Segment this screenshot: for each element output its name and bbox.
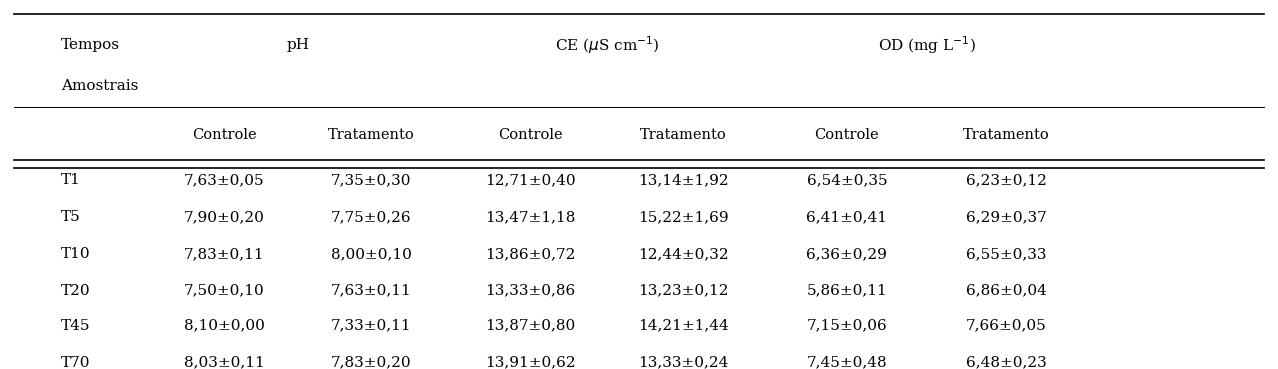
Text: 14,21±1,44: 14,21±1,44 xyxy=(638,319,728,333)
Text: 7,63±0,11: 7,63±0,11 xyxy=(331,284,412,298)
Text: OD (mg L$^{-1}$): OD (mg L$^{-1}$) xyxy=(878,34,975,56)
Text: 5,86±0,11: 5,86±0,11 xyxy=(806,284,887,298)
Text: 13,86±0,72: 13,86±0,72 xyxy=(486,247,576,261)
Text: 7,63±0,05: 7,63±0,05 xyxy=(184,173,265,187)
Text: 6,54±0,35: 6,54±0,35 xyxy=(806,173,887,187)
Text: 13,91±0,62: 13,91±0,62 xyxy=(486,356,576,369)
Text: pH: pH xyxy=(286,38,309,52)
Text: 13,33±0,24: 13,33±0,24 xyxy=(639,356,728,369)
Text: 8,10±0,00: 8,10±0,00 xyxy=(184,319,265,333)
Text: 7,83±0,20: 7,83±0,20 xyxy=(331,356,412,369)
Text: Controle: Controle xyxy=(814,128,879,142)
Text: Tratamento: Tratamento xyxy=(328,128,414,142)
Text: Controle: Controle xyxy=(498,128,562,142)
Text: 6,29±0,37: 6,29±0,37 xyxy=(966,210,1047,224)
Text: 7,50±0,10: 7,50±0,10 xyxy=(184,284,265,298)
Text: 6,48±0,23: 6,48±0,23 xyxy=(966,356,1047,369)
Text: 7,75±0,26: 7,75±0,26 xyxy=(331,210,412,224)
Text: 7,45±0,48: 7,45±0,48 xyxy=(806,356,887,369)
Text: 12,44±0,32: 12,44±0,32 xyxy=(638,247,728,261)
Text: Controle: Controle xyxy=(192,128,257,142)
Text: Amostrais: Amostrais xyxy=(61,79,139,93)
Text: Tratamento: Tratamento xyxy=(640,128,727,142)
Text: 12,71±0,40: 12,71±0,40 xyxy=(486,173,576,187)
Text: 15,22±1,69: 15,22±1,69 xyxy=(638,210,728,224)
Text: 7,35±0,30: 7,35±0,30 xyxy=(331,173,412,187)
Text: 8,00±0,10: 8,00±0,10 xyxy=(331,247,412,261)
Text: 13,14±1,92: 13,14±1,92 xyxy=(638,173,728,187)
Text: 7,33±0,11: 7,33±0,11 xyxy=(331,319,412,333)
Text: 6,23±0,12: 6,23±0,12 xyxy=(966,173,1047,187)
Text: T1: T1 xyxy=(61,173,82,187)
Text: 6,86±0,04: 6,86±0,04 xyxy=(966,284,1047,298)
Text: 13,33±0,86: 13,33±0,86 xyxy=(486,284,575,298)
Text: Tratamento: Tratamento xyxy=(962,128,1049,142)
Text: T5: T5 xyxy=(61,210,81,224)
Text: 8,03±0,11: 8,03±0,11 xyxy=(184,356,265,369)
Text: 7,15±0,06: 7,15±0,06 xyxy=(806,319,887,333)
Text: 6,41±0,41: 6,41±0,41 xyxy=(806,210,887,224)
Text: T45: T45 xyxy=(61,319,91,333)
Text: 7,66±0,05: 7,66±0,05 xyxy=(966,319,1047,333)
Text: T70: T70 xyxy=(61,356,91,369)
Text: 13,47±1,18: 13,47±1,18 xyxy=(486,210,576,224)
Text: T20: T20 xyxy=(61,284,91,298)
Text: T10: T10 xyxy=(61,247,91,261)
Text: 13,23±0,12: 13,23±0,12 xyxy=(639,284,728,298)
Text: 6,55±0,33: 6,55±0,33 xyxy=(966,247,1047,261)
Text: 13,87±0,80: 13,87±0,80 xyxy=(486,319,575,333)
Text: Tempos: Tempos xyxy=(61,38,120,52)
Text: 7,83±0,11: 7,83±0,11 xyxy=(184,247,265,261)
Text: 6,36±0,29: 6,36±0,29 xyxy=(806,247,887,261)
Text: CE ($\mu$S cm$^{-1}$): CE ($\mu$S cm$^{-1}$) xyxy=(555,34,659,56)
Text: 7,90±0,20: 7,90±0,20 xyxy=(184,210,265,224)
